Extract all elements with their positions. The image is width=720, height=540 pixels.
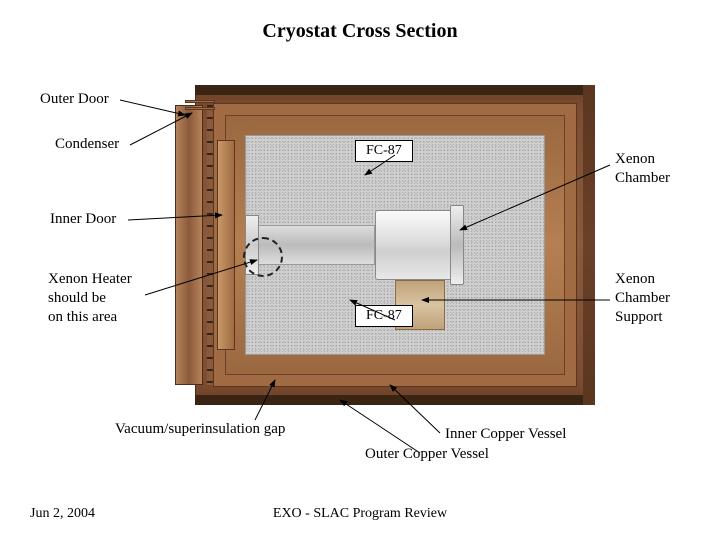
outer-vessel-bottom-edge	[195, 395, 595, 405]
label-vac-gap: Vacuum/superinsulation gap	[115, 420, 285, 439]
label-inner-door: Inner Door	[50, 210, 116, 229]
label-xenon-support: Xenon Chamber Support	[615, 270, 670, 326]
heater-area-circle	[243, 237, 283, 277]
label-heater: Xenon Heater should be on this area	[48, 270, 132, 326]
outer-door	[175, 105, 203, 385]
label-outer-vessel: Outer Copper Vessel	[365, 445, 489, 464]
box-fc87-top: FC-87	[355, 140, 413, 162]
box-fc87-bot: FC-87	[355, 305, 413, 327]
cryostat-diagram	[195, 85, 595, 405]
label-inner-vessel: Inner Copper Vessel	[445, 425, 566, 444]
label-xenon-chamber: Xenon Chamber	[615, 150, 670, 188]
condenser-line-icon	[185, 100, 215, 103]
xenon-chamber-ring	[450, 205, 464, 285]
outer-door-bolts	[207, 105, 213, 385]
inner-door	[217, 140, 235, 350]
page-title: Cryostat Cross Section	[0, 20, 720, 43]
xenon-chamber	[375, 210, 455, 280]
footer-center: EXO - SLAC Program Review	[0, 506, 720, 522]
label-condenser: Condenser	[55, 135, 119, 154]
condenser-line-icon	[185, 107, 215, 110]
outer-vessel-top-edge	[195, 85, 595, 95]
label-outer-door: Outer Door	[40, 90, 109, 109]
outer-vessel-right-edge	[583, 85, 595, 405]
